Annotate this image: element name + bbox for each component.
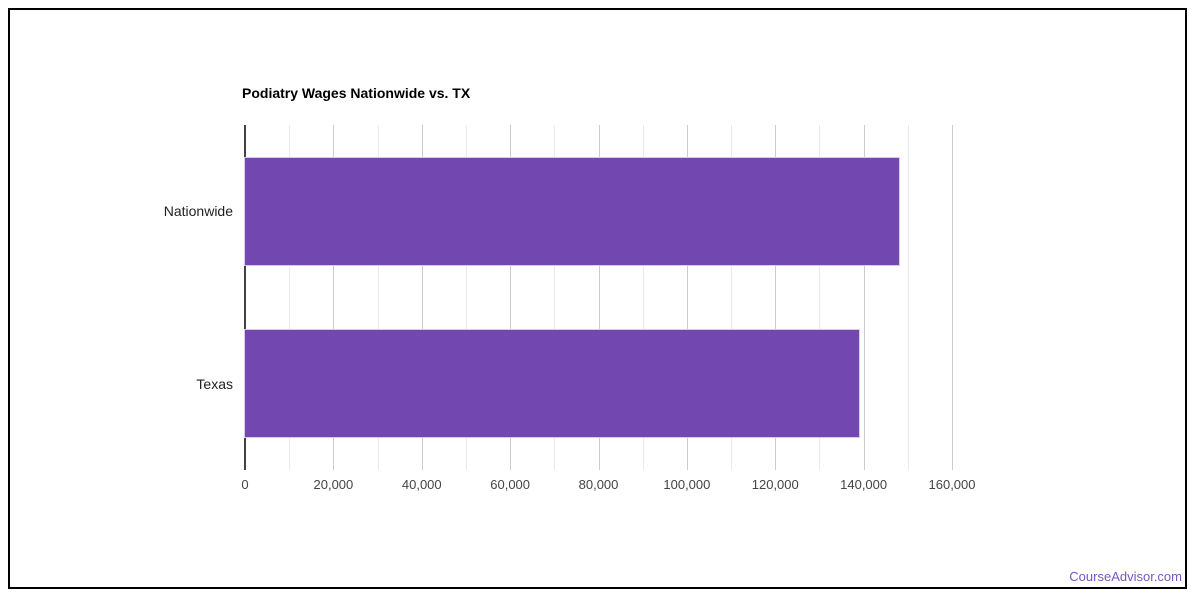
image-border-frame bbox=[8, 8, 1187, 589]
major-gridline-120000 bbox=[775, 125, 777, 470]
x-tick-label-100000: 100,000 bbox=[663, 477, 711, 492]
x-tick-label-120000: 120,000 bbox=[751, 477, 799, 492]
minor-gridline-110000 bbox=[731, 125, 733, 470]
bar-nationwide[interactable] bbox=[245, 157, 899, 265]
major-gridline-60000 bbox=[510, 125, 512, 470]
x-tick-label-140000: 140,000 bbox=[840, 477, 888, 492]
minor-gridline-10000 bbox=[289, 125, 291, 470]
x-tick-label-20000: 20,000 bbox=[313, 477, 354, 492]
major-gridline-140000 bbox=[863, 125, 865, 470]
major-gridline-100000 bbox=[686, 125, 688, 470]
chart-title: Podiatry Wages Nationwide vs. TX bbox=[242, 85, 471, 101]
category-label-texas: Texas bbox=[196, 375, 233, 392]
major-gridline-40000 bbox=[421, 125, 423, 470]
category-label-nationwide: Nationwide bbox=[163, 203, 233, 220]
plot-area bbox=[244, 125, 953, 470]
minor-gridline-30000 bbox=[377, 125, 379, 470]
minor-gridline-130000 bbox=[819, 125, 821, 470]
x-tick-label-0: 0 bbox=[241, 477, 249, 492]
major-gridline-80000 bbox=[598, 125, 600, 470]
x-tick-label-160000: 160,000 bbox=[928, 477, 976, 492]
y-axis-line bbox=[244, 125, 246, 470]
x-tick-label-80000: 80,000 bbox=[578, 477, 619, 492]
minor-gridline-90000 bbox=[642, 125, 644, 470]
major-gridline-160000 bbox=[952, 125, 953, 470]
courseadvisor-link[interactable]: CourseAdvisor.com bbox=[1069, 569, 1182, 584]
minor-gridline-150000 bbox=[907, 125, 909, 470]
minor-gridline-70000 bbox=[554, 125, 556, 470]
bar-texas[interactable] bbox=[245, 330, 860, 438]
minor-gridline-50000 bbox=[465, 125, 467, 470]
x-tick-label-60000: 60,000 bbox=[490, 477, 531, 492]
x-tick-label-40000: 40,000 bbox=[401, 477, 442, 492]
major-gridline-20000 bbox=[333, 125, 335, 470]
